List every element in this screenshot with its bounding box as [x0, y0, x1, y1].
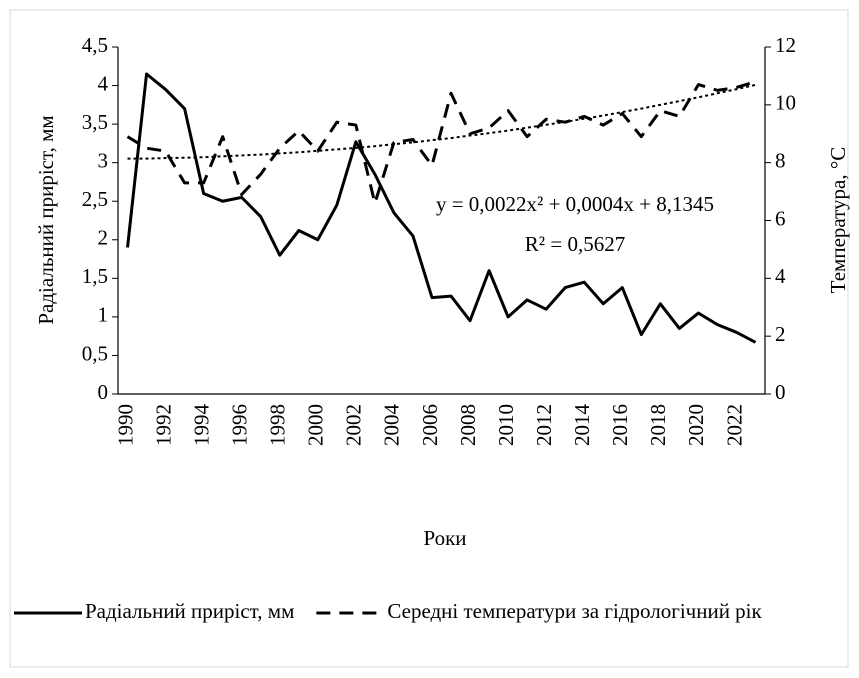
x-tick-label: 1996	[228, 404, 252, 446]
x-tick-label: 1992	[151, 404, 175, 446]
y-tick-label: 1,5	[82, 264, 108, 288]
x-tick-label: 1998	[266, 404, 290, 446]
x-tick-label: 2000	[304, 404, 328, 446]
series-line	[126, 80, 756, 205]
y2-tick-label: 12	[775, 33, 796, 57]
trendline	[127, 83, 756, 160]
y-tick-label: 1	[98, 303, 109, 327]
y-tick-label: 3	[98, 148, 109, 172]
y2-tick-label: 4	[775, 264, 786, 288]
y2-tick-label: 6	[775, 206, 786, 230]
legend-label: Середні температури за гідрологічний рік	[387, 599, 762, 623]
y-tick-label: 3,5	[82, 110, 108, 134]
x-tick-label: 2006	[418, 404, 442, 446]
y-tick-label: 0	[98, 380, 109, 404]
y-tick-label: 2,5	[82, 187, 108, 211]
x-tick-label: 1994	[189, 404, 213, 447]
chart-frame	[9, 9, 849, 668]
x-tick-label: 2012	[532, 404, 556, 446]
y-tick-label: 2	[98, 226, 109, 250]
x-tick-label: 2002	[342, 404, 366, 446]
y-tick-label: 4	[98, 71, 109, 95]
y2-tick-label: 2	[775, 322, 786, 346]
trend-r2: R² = 0,5627	[525, 232, 625, 256]
series-line	[126, 72, 757, 344]
x-tick-label: 2010	[494, 404, 518, 446]
trend-equation: y = 0,0022x² + 0,0004x + 8,1345	[436, 192, 714, 216]
x-tick-label: 2008	[456, 404, 480, 446]
x-tick-label: 2004	[380, 404, 404, 447]
x-tick-label: 2014	[570, 404, 594, 447]
x-tick-label: 2016	[608, 404, 632, 446]
y-tick-label: 4,5	[82, 33, 108, 57]
y-axis-label: Радіальний приріст, мм	[34, 115, 58, 324]
y2-tick-label: 10	[775, 91, 796, 115]
x-tick-label: 2018	[646, 404, 670, 446]
x-tick-label: 1990	[113, 404, 137, 446]
y-tick-label: 0,5	[82, 341, 108, 365]
y2-tick-label: 0	[775, 380, 786, 404]
legend-label: Радіальний приріст, мм	[85, 599, 294, 623]
y2-axis-label: Температура, °C	[826, 147, 850, 294]
x-tick-label: 2020	[684, 404, 708, 446]
y2-tick-label: 8	[775, 148, 786, 172]
x-axis-label: Роки	[423, 526, 466, 550]
x-tick-label: 2022	[722, 404, 746, 446]
